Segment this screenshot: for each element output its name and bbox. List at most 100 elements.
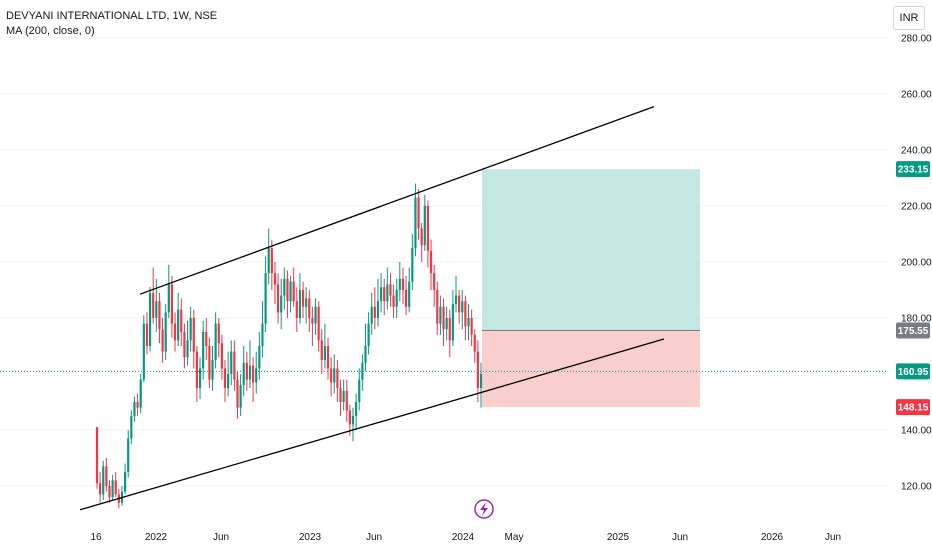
candle [479, 362, 483, 408]
candle [230, 340, 233, 386]
stop-zone[interactable] [482, 330, 700, 408]
candle [433, 264, 436, 307]
candle [95, 427, 99, 489]
candle [355, 393, 358, 430]
stop-price-badge: 148.15 [896, 399, 930, 416]
candle [417, 189, 420, 240]
candle [164, 304, 167, 360]
candle [342, 379, 345, 411]
stop-price-label: 148.15 [898, 403, 929, 414]
candle [255, 351, 258, 394]
x-tick-label: May [505, 532, 524, 543]
candle [289, 276, 292, 313]
indicator-title[interactable]: MA (200, close, 0) [6, 25, 95, 37]
candle [186, 320, 189, 366]
y-tick-label: 120.00 [901, 482, 932, 493]
y-tick-label: 140.00 [901, 426, 932, 437]
lightning-icon[interactable] [474, 499, 494, 519]
candle [251, 357, 255, 402]
candle [373, 287, 376, 330]
candle [233, 340, 236, 391]
x-tick-label: 16 [90, 532, 102, 543]
candle [242, 346, 245, 397]
x-tick-label: Jun [672, 532, 688, 543]
candle [339, 379, 342, 416]
candle [292, 267, 295, 307]
y-tick-label: 260.00 [901, 90, 932, 101]
candle [258, 332, 261, 380]
candle [411, 234, 414, 290]
x-tick-label: 2026 [761, 532, 784, 543]
candle [148, 287, 152, 352]
candle [142, 315, 145, 383]
symbol-title[interactable]: DEVYANI INTERNATIONAL LTD, 1W, NSE [6, 10, 218, 22]
candle [136, 393, 139, 416]
y-tick-label: 180.00 [901, 314, 932, 325]
candle [314, 298, 317, 335]
candle [317, 301, 320, 352]
y-tick-label: 280.00 [901, 34, 932, 45]
candle [214, 312, 217, 369]
candle [408, 267, 411, 313]
candle [445, 306, 448, 341]
candle [261, 301, 264, 358]
lower-trendline[interactable] [79, 338, 665, 511]
price-badges: 233.15 175.55 160.95 148.15 [896, 161, 930, 416]
candle [401, 267, 405, 304]
grid-lines [0, 37, 888, 487]
candle [367, 312, 370, 355]
currency-button[interactable]: INR [893, 6, 925, 30]
candle [358, 368, 361, 411]
candle [323, 323, 327, 369]
candle [351, 407, 355, 442]
candle [198, 357, 202, 400]
candle [211, 346, 214, 391]
candle [173, 312, 177, 352]
y-tick-label: 200.00 [901, 258, 932, 269]
candle [161, 318, 164, 363]
candle [476, 340, 479, 402]
candle [105, 458, 108, 492]
candle [248, 340, 252, 388]
candle [283, 267, 286, 310]
x-tick-label: 2024 [452, 532, 475, 543]
candle [333, 354, 336, 394]
entry-price-badge: 175.55 [896, 322, 930, 339]
target-price-badge: 233.15 [896, 161, 930, 178]
candle [99, 472, 102, 503]
y-tick-label: 240.00 [901, 146, 932, 157]
candle [170, 276, 174, 338]
candle [139, 374, 142, 414]
candle [158, 292, 161, 344]
price-axis[interactable]: 280.00 260.00 240.00 220.00 200.00 180.0… [901, 34, 932, 493]
candle [202, 320, 205, 380]
time-axis[interactable]: 16 2022 Jun 2023 Jun 2024 May 2025 Jun 2… [90, 532, 841, 543]
candle [267, 228, 270, 285]
x-tick-label: Jun [366, 532, 382, 543]
candle [120, 486, 124, 506]
candle [395, 278, 398, 318]
candle [379, 273, 383, 313]
chart-legend: DEVYANI INTERNATIONAL LTD, 1W, NSE MA (2… [6, 9, 217, 39]
candle [111, 474, 114, 500]
last-price-label: 160.95 [898, 367, 929, 378]
candle [398, 262, 401, 302]
candle [345, 379, 348, 422]
candle [458, 290, 461, 324]
candle [130, 410, 133, 444]
target-zone[interactable] [482, 169, 700, 331]
candle [167, 264, 170, 318]
x-tick-label: Jun [213, 532, 229, 543]
candle [127, 430, 130, 478]
entry-price-label: 175.55 [898, 326, 929, 337]
candle [448, 309, 451, 358]
x-tick-label: 2022 [145, 532, 168, 543]
x-tick-label: 2025 [607, 532, 630, 543]
candle [273, 262, 277, 304]
candle [195, 346, 199, 402]
candle [305, 287, 308, 324]
candle [102, 460, 105, 500]
upper-trendline[interactable] [139, 105, 655, 295]
candle [436, 281, 439, 335]
